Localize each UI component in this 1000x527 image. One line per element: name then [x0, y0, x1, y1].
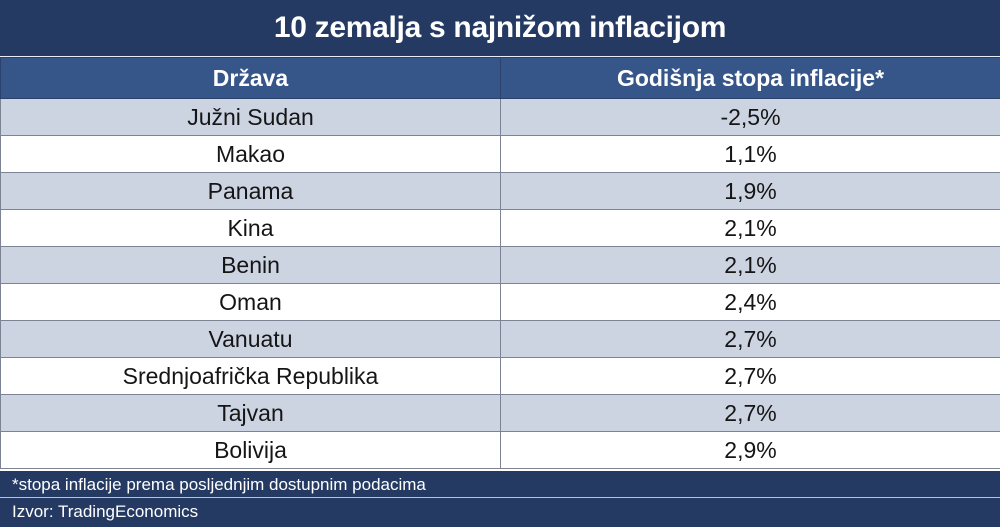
- inflation-rate-cell: 2,9%: [500, 431, 1000, 469]
- country-cell: Srednjoafrička Republika: [0, 357, 501, 395]
- country-cell: Bolivija: [0, 431, 501, 469]
- country-cell: Makao: [0, 135, 501, 173]
- country-cell: Vanuatu: [0, 320, 501, 358]
- table-row: Južni Sudan -2,5%: [0, 98, 1000, 136]
- inflation-table: Država Godišnja stopa inflacije* Južni S…: [0, 57, 1000, 469]
- inflation-rate-cell: 2,4%: [500, 283, 1000, 321]
- inflation-rate-cell: 2,1%: [500, 246, 1000, 284]
- country-cell: Južni Sudan: [0, 98, 501, 136]
- inflation-rate-cell: 1,1%: [500, 135, 1000, 173]
- country-cell: Panama: [0, 172, 501, 210]
- country-cell: Oman: [0, 283, 501, 321]
- inflation-rate-cell: 2,7%: [500, 357, 1000, 395]
- table-row: Kina 2,1%: [0, 209, 1000, 247]
- table-title: 10 zemalja s najnižom inflacijom: [0, 0, 1000, 57]
- inflation-rate-cell: 2,1%: [500, 209, 1000, 247]
- table-row: Tajvan 2,7%: [0, 394, 1000, 432]
- table-body: Južni Sudan -2,5% Makao 1,1% Panama 1,9% Kina 2…: [0, 98, 1000, 469]
- table-row: Oman 2,4%: [0, 283, 1000, 321]
- inflation-rate-cell: 2,7%: [500, 320, 1000, 358]
- inflation-rate-cell: -2,5%: [500, 98, 1000, 136]
- table-row: Makao 1,1%: [0, 135, 1000, 173]
- column-header-inflation: Godišnja stopa inflacije*: [500, 57, 1000, 99]
- table-row: Panama 1,9%: [0, 172, 1000, 210]
- country-cell: Kina: [0, 209, 501, 247]
- source-credit: Izvor: TradingEconomics: [12, 502, 199, 521]
- inflation-rate-cell: 1,9%: [500, 172, 1000, 210]
- inflation-rate-cell: 2,7%: [500, 394, 1000, 432]
- footnote: *stopa inflacije prema posljednjim dostu…: [0, 471, 1000, 498]
- column-header-country: Država: [0, 57, 501, 99]
- table-row: Vanuatu 2,7%: [0, 320, 1000, 358]
- table-row: Benin 2,1%: [0, 246, 1000, 284]
- country-cell: Benin: [0, 246, 501, 284]
- table-row: Bolivija 2,9%: [0, 431, 1000, 469]
- header-row: Država Godišnja stopa inflacije*: [0, 57, 1000, 99]
- country-cell: Tajvan: [0, 394, 501, 432]
- footer: *stopa inflacije prema posljednjim dostu…: [0, 471, 1000, 527]
- table-row: Srednjoafrička Republika 2,7%: [0, 357, 1000, 395]
